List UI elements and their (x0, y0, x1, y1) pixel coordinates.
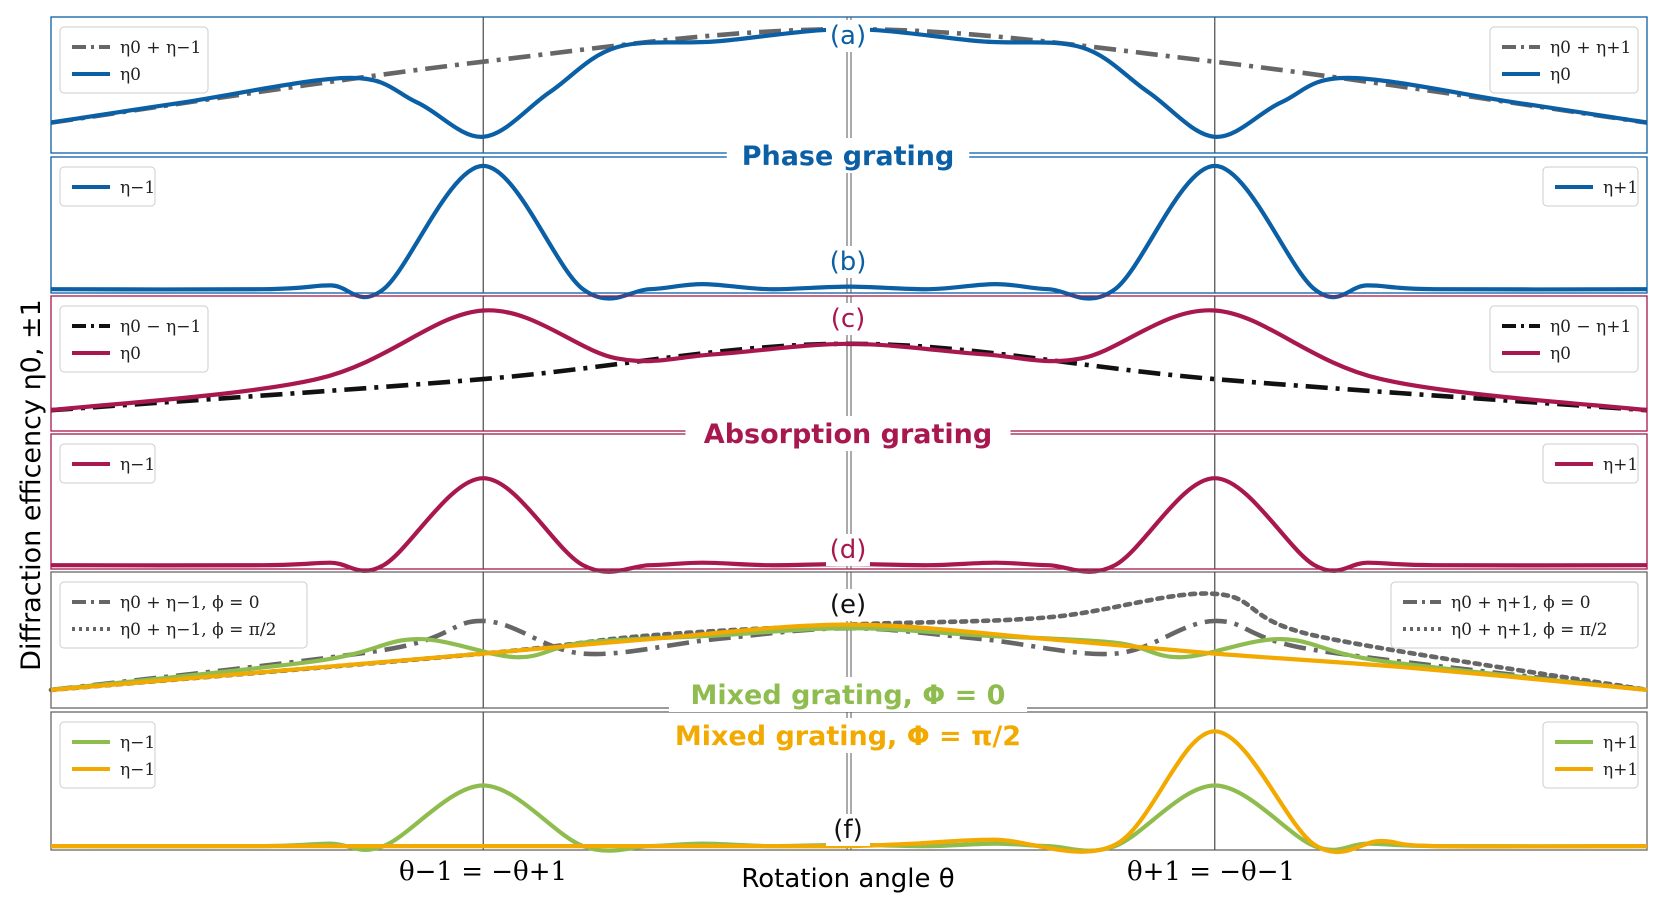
band-mixed-grating-pi2: Mixed grating, Φ = π/2 (675, 721, 1021, 752)
legend-f-right-label-1: η+1 (1603, 760, 1638, 780)
y-axis-label: Diffraction efficency η0, ±1 (16, 299, 47, 671)
series-f-1 (50, 729, 1648, 855)
legend-a-right (1489, 26, 1639, 94)
series-e-2 (50, 626, 1648, 692)
legend-f-right (1542, 721, 1639, 789)
series-b-0 (50, 163, 1648, 301)
legend-e-right-label-1: η0 + η+1, ϕ = π/2 (1451, 620, 1607, 640)
legend-d-right-label-0: η+1 (1603, 455, 1638, 475)
panel-e-label-bg (826, 589, 870, 621)
band-mixed-grating-0: Mixed grating, Φ = 0 (691, 680, 1006, 711)
legend-a-right-label-1: η0 (1550, 65, 1571, 85)
legend-f-left-label-0: η−1 (120, 733, 155, 753)
series-c-0 (50, 341, 1648, 413)
panel-c-label-bg (826, 303, 870, 335)
legend-a-left-label-1: η0 (120, 65, 141, 85)
legend-f-right-label-0: η+1 (1603, 733, 1638, 753)
legend-c-right-label-1: η0 (1550, 344, 1571, 364)
band-phase-grating: Phase grating (742, 141, 955, 172)
panel-e-label: (e) (830, 590, 866, 620)
legend-b-left-label-0: η−1 (120, 178, 155, 198)
legend-f-left (59, 721, 156, 789)
legend-e-left (59, 581, 308, 649)
legend-c-right-label-0: η0 − η+1 (1550, 317, 1631, 337)
panel-a-label-bg (826, 20, 870, 52)
legend-a-left (59, 26, 209, 94)
legend-a-right-label-0: η0 + η+1 (1550, 38, 1631, 58)
legend-e-right (1390, 581, 1639, 649)
x-tick-right-label: θ+1 = −θ−1 (1127, 857, 1295, 887)
legend-e-right-label-0: η0 + η+1, ϕ = 0 (1451, 593, 1591, 613)
series-e-3 (50, 622, 1648, 692)
panel-f-label: (f) (833, 815, 862, 845)
legend-c-right (1489, 305, 1639, 373)
band-mixed-grating-pi2-bg (652, 718, 1044, 753)
x-tick-left-label: θ−1 = −θ+1 (399, 857, 567, 887)
panel-c-label: (c) (831, 304, 866, 334)
legend-c-left-label-1: η0 (120, 344, 141, 364)
legend-c-left-label-0: η0 − η−1 (120, 317, 201, 337)
legend-e-left-label-1: η0 + η−1, ϕ = π/2 (120, 620, 276, 640)
band-absorption-grating-bg (685, 416, 1011, 451)
panel-f-label-bg (826, 814, 870, 846)
panel-a-label: (a) (830, 21, 866, 51)
legend-c-left (59, 305, 209, 373)
panel-b-label-bg (826, 246, 870, 278)
legend-a-left-label-0: η0 + η−1 (120, 38, 201, 58)
band-absorption-grating: Absorption grating (704, 419, 992, 450)
legend-e-left-label-0: η0 + η−1, ϕ = 0 (120, 593, 260, 613)
panel-b-label: (b) (830, 247, 867, 277)
legend-d-left-label-0: η−1 (120, 455, 155, 475)
band-phase-grating-bg (726, 138, 970, 173)
panel-d-label-bg (826, 534, 870, 566)
legend-b-right-label-0: η+1 (1603, 178, 1638, 198)
legend-f-left-label-1: η−1 (120, 760, 155, 780)
series-c-1 (50, 308, 1648, 413)
panels-layer: η0 + η−1 η0 η0 + η+1 η0 (a) η−1 η+1 (b) η0 − η−1… (48, 16, 1650, 855)
overlays-layer: Phase grating Absorption grating Mixed gra… (652, 138, 1044, 753)
panel-d-label: (d) (830, 535, 867, 565)
band-mixed-grating-0-bg (669, 677, 1027, 712)
x-axis-label: Rotation angle θ (741, 864, 954, 894)
